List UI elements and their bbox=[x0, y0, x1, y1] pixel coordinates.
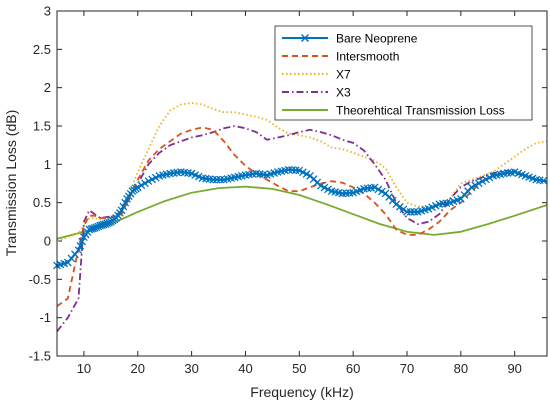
data-point-marker bbox=[378, 187, 386, 196]
y-tick-label: 2 bbox=[44, 80, 51, 95]
y-tick-label: -1.5 bbox=[29, 349, 51, 364]
legend-entry: Theorehtical Transmission Loss bbox=[282, 104, 505, 118]
x-tick-label: 10 bbox=[77, 361, 91, 376]
legend-label: Intersmooth bbox=[336, 50, 399, 64]
legend-label: Theorehtical Transmission Loss bbox=[336, 104, 505, 118]
data-point-marker bbox=[209, 175, 218, 184]
x-axis-title: Frequency (kHz) bbox=[250, 384, 353, 400]
data-point-marker bbox=[410, 208, 419, 216]
y-axis-title: Transmission Loss (dB) bbox=[3, 110, 19, 257]
legend-entry: Bare Neoprene bbox=[282, 32, 418, 46]
legend-entry: X3 bbox=[282, 86, 351, 100]
data-point-marker bbox=[474, 179, 483, 188]
data-point-marker bbox=[406, 208, 415, 216]
data-point-marker bbox=[539, 176, 548, 185]
x-tick-label: 20 bbox=[131, 361, 145, 376]
x-tick-label: 50 bbox=[292, 361, 306, 376]
legend: Bare Neoprene Intersmooth X7 X3 Theorehtical… bbox=[274, 25, 533, 121]
legend-entry: Intersmooth bbox=[282, 50, 399, 64]
data-point-marker bbox=[117, 206, 126, 215]
x-tick-label: 90 bbox=[507, 361, 521, 376]
data-point-marker bbox=[133, 183, 142, 192]
series-line-4 bbox=[56, 185, 548, 240]
tick-layer: 10 20 30 40 50 60 70 80 90 -1.5 -1 -0.5 0 0.5 1 1.5 2 2.5… bbox=[29, 4, 547, 376]
x-tick-label: 70 bbox=[400, 361, 414, 376]
data-point-marker bbox=[137, 181, 146, 190]
data-point-marker bbox=[471, 181, 480, 190]
data-point-marker bbox=[121, 198, 130, 207]
y-tick-label: -0.5 bbox=[29, 272, 51, 287]
data-point-marker bbox=[78, 237, 86, 246]
data-point-marker bbox=[74, 246, 83, 255]
legend-box bbox=[274, 25, 533, 121]
x-tick-label: 60 bbox=[346, 361, 360, 376]
data-point-marker bbox=[395, 202, 404, 211]
plot-frame bbox=[56, 10, 548, 357]
y-tick-label: 3 bbox=[44, 4, 51, 19]
x-tick-label: 40 bbox=[238, 361, 252, 376]
data-point-marker bbox=[403, 208, 411, 216]
series-layer bbox=[53, 102, 548, 333]
data-point-marker bbox=[399, 205, 408, 214]
data-point-marker bbox=[212, 175, 221, 184]
legend-entry: X7 bbox=[282, 68, 351, 82]
x-tick-label: 80 bbox=[454, 361, 468, 376]
data-point-marker bbox=[76, 241, 85, 250]
x-tick-label: 30 bbox=[184, 361, 198, 376]
y-tick-label: 1.5 bbox=[33, 119, 51, 134]
y-tick-label: 0.5 bbox=[33, 195, 51, 210]
data-point-marker bbox=[392, 200, 401, 209]
y-tick-label: 2.5 bbox=[33, 42, 51, 57]
data-point-marker bbox=[370, 183, 379, 192]
data-point-marker bbox=[467, 183, 476, 192]
data-point-marker bbox=[119, 202, 128, 211]
data-point-marker bbox=[141, 179, 149, 188]
data-point-marker bbox=[374, 185, 383, 194]
data-point-marker bbox=[105, 218, 113, 227]
legend-label: Bare Neoprene bbox=[336, 32, 418, 46]
y-tick-label: 0 bbox=[44, 234, 51, 249]
data-point-marker bbox=[216, 175, 225, 184]
legend-label: X7 bbox=[336, 68, 351, 82]
legend-label: X3 bbox=[336, 86, 351, 100]
y-tick-label: -1 bbox=[39, 310, 51, 325]
y-tick-label: 1 bbox=[44, 157, 51, 172]
